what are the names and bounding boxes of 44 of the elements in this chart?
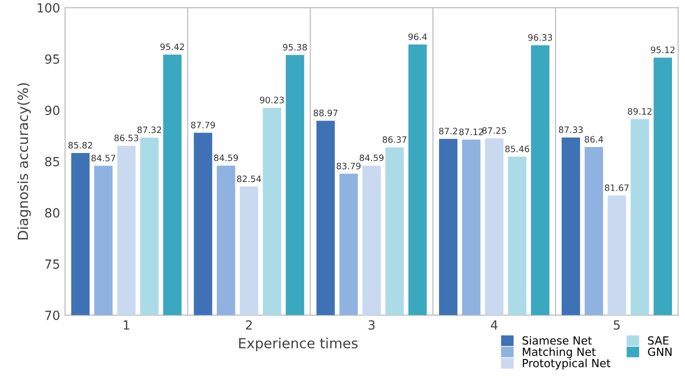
- y-tick-label: 90: [45, 106, 60, 116]
- x-tick-label: 3: [368, 320, 375, 330]
- y-tick-label: 85: [45, 156, 60, 166]
- x-tick-label: 5: [614, 320, 620, 330]
- data-label: 86.37: [382, 136, 406, 143]
- x-axis-title: Experience times: [239, 338, 358, 352]
- legend-label: Prototypical Net: [522, 358, 610, 370]
- data-label: 87.25: [482, 127, 506, 134]
- data-label: 88.97: [314, 110, 338, 116]
- y-tick-label: 75: [45, 260, 60, 269]
- data-label: 86.53: [114, 134, 138, 142]
- data-label: 95.42: [160, 43, 184, 50]
- data-label: 85.46: [505, 146, 530, 152]
- data-label: 84.59: [214, 154, 238, 162]
- legend-label: Siamese Net: [522, 336, 592, 345]
- data-label: 84.59: [360, 154, 384, 162]
- x-tick-label: 1: [124, 320, 130, 330]
- y-axis-title: Diagnosis accuracy(%): [17, 83, 31, 240]
- data-label: 96.4: [408, 33, 427, 40]
- y-tick-label: 100: [38, 3, 60, 13]
- data-label: 96.33: [528, 34, 552, 41]
- data-label: 85.82: [68, 142, 92, 149]
- x-tick-label: 2: [246, 320, 252, 330]
- legend-label: Matching Net: [522, 347, 596, 358]
- data-label: 83.79: [336, 162, 361, 170]
- data-label: 95.12: [650, 46, 674, 54]
- data-label: 87.33: [558, 126, 583, 134]
- legend-label: GNN: [648, 348, 672, 356]
- data-label: 90.23: [260, 96, 284, 104]
- x-tick-label: 4: [490, 320, 498, 330]
- data-label: 87.2: [439, 128, 458, 134]
- data-label: 87.79: [191, 122, 215, 128]
- data-label: 87.12: [459, 128, 483, 136]
- data-label: 82.54: [237, 176, 262, 182]
- data-label: 84.57: [91, 154, 116, 162]
- y-tick-label: 70: [45, 310, 60, 320]
- legend-label: SAE: [648, 336, 669, 345]
- data-label: 86.4: [584, 136, 604, 143]
- data-label: 89.12: [628, 108, 652, 115]
- y-tick-label: 95: [45, 54, 60, 64]
- data-label: 81.67: [604, 184, 629, 192]
- data-label: 87.32: [137, 126, 162, 134]
- data-label: 95.38: [283, 44, 307, 51]
- y-tick-label: 80: [45, 208, 60, 218]
